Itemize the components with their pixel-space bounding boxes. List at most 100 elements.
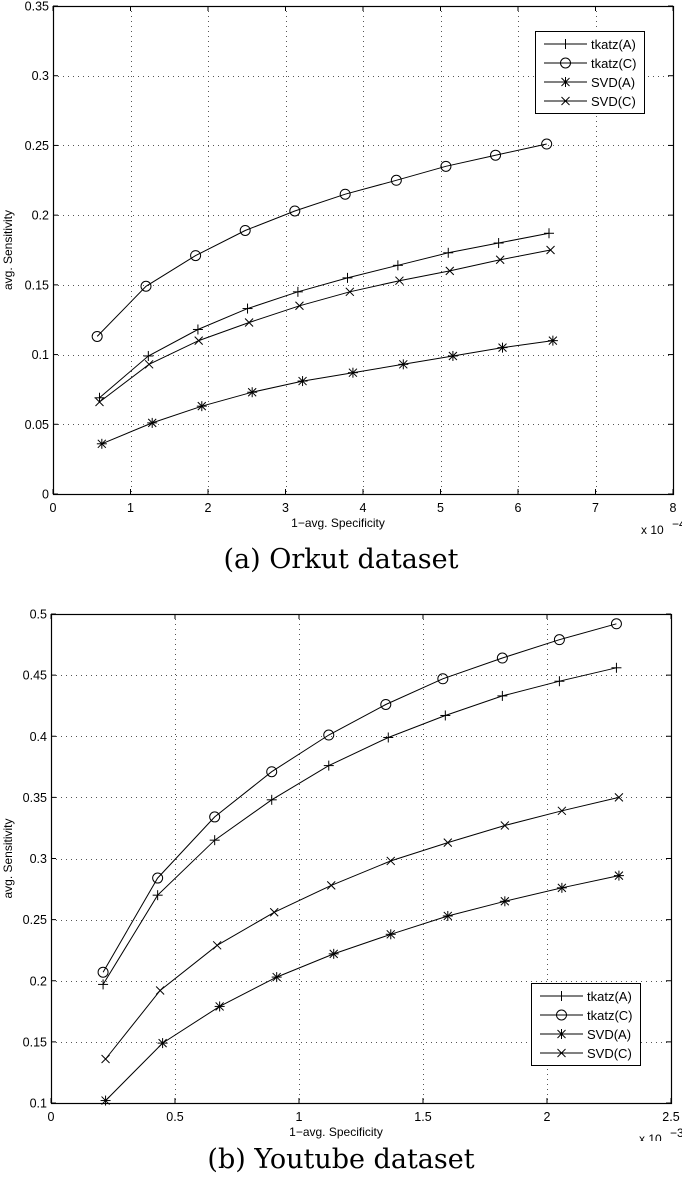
data-point-marker-circle-icon [440,160,452,172]
series-svdc [95,245,555,407]
data-point-marker-circle-icon [152,872,164,884]
data-point-marker-star-icon [547,335,558,346]
y-tick-label: 0.3 [32,69,49,83]
data-point-marker-x-icon [614,793,624,802]
data-point-marker-plus-icon [611,662,622,673]
data-point-marker-circle-icon [323,729,335,741]
axis-ticks [50,613,672,1104]
y-tick-label: 0.4 [30,730,47,744]
data-point-marker-plus-icon [266,794,277,805]
legend-marker-circle-icon [556,1009,567,1021]
x-tick-label: 1 [296,1110,303,1124]
data-point-marker-circle-icon [490,149,502,161]
data-point-marker-star-icon [442,910,453,921]
x-tick-label: 4 [360,501,367,515]
y-tick-label: 0.35 [23,791,47,805]
data-point-marker-star-icon [247,387,258,398]
series-svda [100,870,624,1106]
data-point-marker-star-icon [613,870,624,881]
legend-label: tkatz(A) [591,37,636,52]
data-point-marker-x-icon [443,838,453,847]
y-tick-label: 0.25 [23,913,47,927]
x-tick-label: 0 [48,1110,55,1124]
grid [53,6,673,494]
data-point-marker-circle-icon [437,673,449,685]
x-axis-multiplier: x 10 [639,1132,662,1141]
caption-youtube: (b) Youtube dataset [207,1144,475,1175]
data-point-marker-circle-icon [610,618,622,630]
data-point-marker-star-icon [100,1095,111,1106]
data-point-marker-plus-icon [554,676,565,687]
y-tick-label: 0.15 [25,278,49,292]
y-tick-label: 0 [42,488,49,502]
data-point-marker-star-icon [196,401,207,412]
data-point-marker-plus-icon [242,303,253,314]
legend-marker-plus-icon [556,991,567,1001]
data-point-marker-x-icon [194,336,204,345]
data-point-marker-x-icon [557,806,567,816]
data-point-marker-x-icon [345,287,355,297]
x-tick-label: 8 [670,501,677,515]
series-tkatzc [91,138,553,342]
legend-item: SVD(C) [540,1046,632,1061]
legend-label: SVD(A) [591,75,635,90]
data-point-marker-plus-icon [544,228,554,239]
y-tick-label: 0.25 [25,139,49,153]
data-point-marker-x-icon [95,397,104,407]
grid [51,614,671,1103]
data-point-marker-plus-icon [342,272,353,283]
data-point-marker-x-icon [155,986,165,995]
data-point-marker-x-icon [395,276,404,286]
data-point-marker-plus-icon [383,732,394,743]
x-axis-label: 1−avg. Specificity [289,1125,383,1139]
data-point-marker-circle-icon [496,652,508,664]
legend-label: tkatz(C) [591,56,637,71]
series-tkatza [94,228,554,403]
series-svdc [101,793,624,1064]
y-tick-label: 0.1 [30,1097,47,1111]
data-point-marker-star-icon [297,376,308,387]
x-tick-label: 1 [127,501,134,515]
data-point-marker-circle-icon [140,280,152,292]
legend-item: tkatz(C) [540,1008,633,1023]
x-axis-multiplier: x 10 [641,523,664,537]
y-tick-label: 0.2 [32,209,49,223]
data-point-marker-star-icon [398,359,409,370]
legend-marker-circle-icon [560,57,571,69]
chart-youtube: 0 0.5 1 1.5 2 2.5 0.1 0.15 0.2 0.25 0.3 0.35 0.4 0.45… [1,608,682,1142]
data-point-marker-star-icon [328,948,339,959]
data-point-marker-star-icon [347,367,358,378]
data-point-marker-x-icon [445,266,455,276]
legend-label: SVD(C) [587,1046,632,1061]
data-point-marker-plus-icon [292,286,303,297]
data-point-marker-circle-icon [266,766,278,778]
data-point-marker-circle-icon [339,188,351,200]
data-point-marker-plus-icon [392,260,403,271]
data-point-marker-x-icon [144,359,154,369]
data-point-marker-x-icon [101,1054,110,1064]
legend-marker-x-icon [557,1048,566,1058]
x-tick-label: 0.5 [166,1110,183,1124]
data-point-marker-star-icon [214,1001,225,1012]
legend-item: tkatz(A) [544,37,636,52]
data-point-marker-x-icon [495,255,505,265]
series-tkatzc [97,618,622,978]
series-svda [96,335,558,449]
data-point-marker-circle-icon [289,205,301,217]
data-point-marker-x-icon [269,907,279,917]
data-point-marker-plus-icon [94,392,105,403]
x-axis-label: 1−avg. Specificity [291,516,385,530]
data-point-marker-plus-icon [323,760,334,771]
series-tkatza [98,662,622,990]
data-point-marker-star-icon [147,417,158,428]
data-point-marker-x-icon [546,245,555,255]
data-point-marker-star-icon [556,882,567,893]
data-point-marker-circle-icon [553,634,565,646]
data-point-marker-star-icon [271,972,282,983]
figure-orkut: 0 1 2 3 4 5 6 7 8 0 0.05 0.1 0.15 0.2 0.25 0.3 0.35 1−avg… [0,0,682,590]
y-tick-label: 0.5 [30,608,47,622]
legend-item: SVD(A) [544,75,635,90]
x-axis-exponent: −4 [672,517,682,531]
legend-marker-star-icon [560,77,571,87]
legend-item: SVD(C) [544,94,636,109]
